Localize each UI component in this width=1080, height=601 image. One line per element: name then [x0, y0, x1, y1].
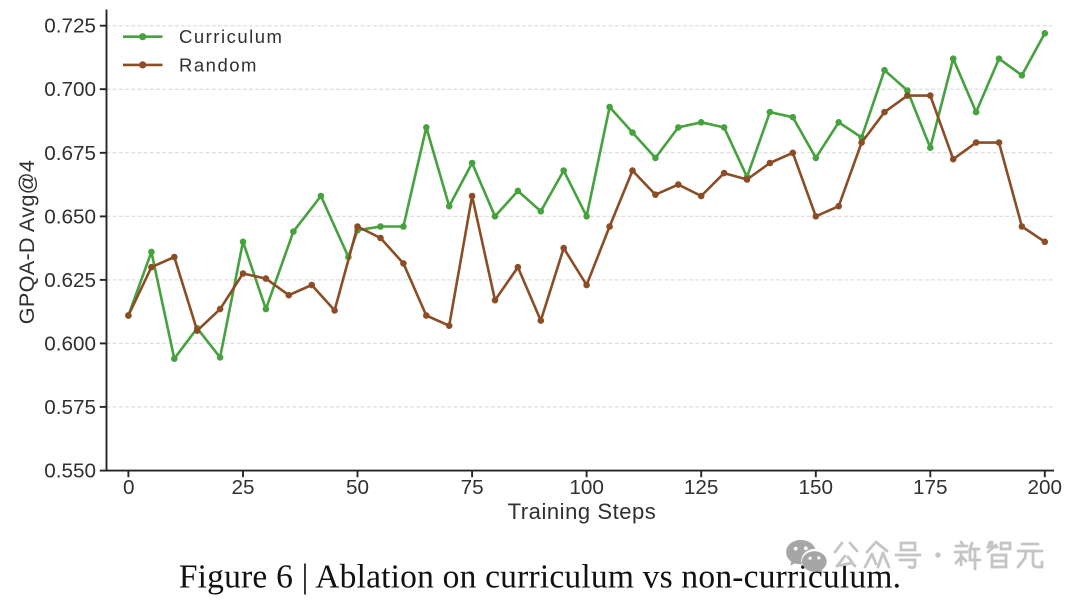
svg-text:Random: Random [179, 54, 258, 75]
svg-text:75: 75 [461, 476, 484, 499]
svg-text:Curriculum: Curriculum [179, 26, 283, 47]
svg-text:0.725: 0.725 [44, 15, 96, 38]
svg-text:125: 125 [684, 476, 719, 499]
svg-text:50: 50 [346, 476, 369, 499]
svg-text:Training Steps: Training Steps [508, 499, 657, 524]
svg-text:0: 0 [123, 476, 135, 499]
svg-text:0.675: 0.675 [44, 142, 96, 165]
svg-text:0.700: 0.700 [44, 78, 96, 101]
svg-text:175: 175 [913, 476, 948, 499]
svg-text:0.575: 0.575 [44, 396, 96, 419]
svg-text:150: 150 [799, 476, 834, 499]
svg-text:0.650: 0.650 [44, 205, 96, 228]
svg-text:0.625: 0.625 [44, 269, 96, 292]
svg-text:0.600: 0.600 [44, 332, 96, 355]
svg-text:0.550: 0.550 [44, 460, 96, 483]
svg-text:100: 100 [569, 476, 604, 499]
svg-text:200: 200 [1028, 476, 1063, 499]
svg-text:Figure 6 | Ablation on curricu: Figure 6 | Ablation on curriculum vs non… [179, 558, 901, 595]
svg-text:25: 25 [231, 476, 254, 499]
svg-text:GPQA-D Avg@4: GPQA-D Avg@4 [14, 160, 39, 324]
